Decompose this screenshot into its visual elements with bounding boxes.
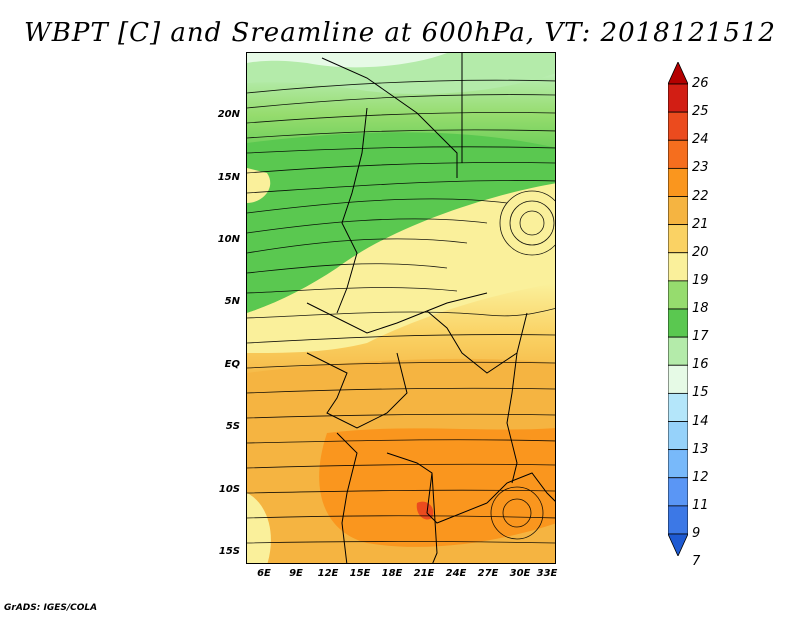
color-bar-label: 17: [692, 329, 709, 345]
color-bar-label: 26: [692, 76, 709, 91]
color-bar-label: 9: [692, 526, 701, 541]
lon-label-33e: 33E: [536, 568, 558, 579]
lon-label-9e: 9E: [289, 568, 303, 579]
color-bar-bottom-arrow: [668, 533, 688, 556]
color-bar-segment: [668, 167, 688, 197]
lat-label-eq: EQ: [224, 359, 240, 370]
color-bar-label: 16: [692, 357, 709, 373]
color-bar-segment: [668, 449, 688, 479]
color-bar-top-arrow: [668, 62, 688, 85]
chart-title: WBPT [C] and Sreamline at 600hPa, VT: 20…: [24, 18, 776, 48]
color-bar-segment: [668, 421, 688, 451]
lon-label-15e: 15E: [349, 568, 371, 579]
lat-label-15s: 15S: [218, 546, 240, 557]
lat-label-10n: 10N: [217, 234, 240, 245]
color-bar-label: 14: [692, 413, 709, 429]
color-bar-segment: [668, 196, 688, 226]
color-bar-segment: [668, 280, 688, 310]
color-bar-label: 21: [692, 216, 709, 232]
color-bar-segment: [668, 336, 688, 366]
color-bar-segment: [668, 308, 688, 338]
lon-label-6e: 6E: [257, 568, 271, 579]
color-bar-segment: [668, 364, 688, 394]
color-bar-segment: [668, 111, 688, 141]
color-bar-label: 20: [692, 244, 709, 260]
color-bar-label: 18: [692, 301, 709, 316]
lon-label-21e: 21E: [413, 568, 435, 579]
color-bar-segment: [668, 477, 688, 507]
color-bar-segment: [668, 224, 688, 254]
color-bar-label: 7: [692, 554, 701, 570]
color-bar-label: 23: [692, 160, 709, 176]
color-bar-segment: [668, 505, 688, 535]
color-bar-label: 11: [692, 497, 709, 513]
lon-label-24e: 24E: [445, 568, 467, 579]
color-bar-label: 15: [692, 385, 709, 401]
lat-label-15n: 15N: [217, 172, 240, 183]
color-bar-label: 22: [692, 188, 709, 204]
color-bar-label: 25: [692, 104, 709, 120]
color-bar-segment: [668, 83, 688, 113]
color-bar: [668, 62, 688, 556]
wbpt-field: [247, 53, 555, 563]
color-bar-segment: [668, 139, 688, 169]
color-bar-segment: [668, 252, 688, 282]
lon-label-18e: 18E: [381, 568, 403, 579]
lat-label-20n: 20N: [217, 109, 240, 120]
color-bar-label: 24: [692, 132, 709, 148]
lon-label-12e: 12E: [317, 568, 339, 579]
lat-label-10s: 10S: [218, 484, 240, 495]
lat-label-5n: 5N: [224, 296, 240, 307]
lat-label-5s: 5S: [225, 421, 240, 432]
color-bar-label: 12: [692, 469, 709, 485]
color-bar-segment: [668, 392, 688, 422]
color-bar-label: 19: [692, 272, 709, 288]
lon-label-30e: 30E: [509, 568, 531, 579]
map-panel: [246, 52, 556, 564]
footer-credit: GrADS: IGES/COLA: [4, 603, 98, 613]
color-bar-label: 13: [692, 441, 709, 457]
lon-label-27e: 27E: [477, 568, 499, 579]
